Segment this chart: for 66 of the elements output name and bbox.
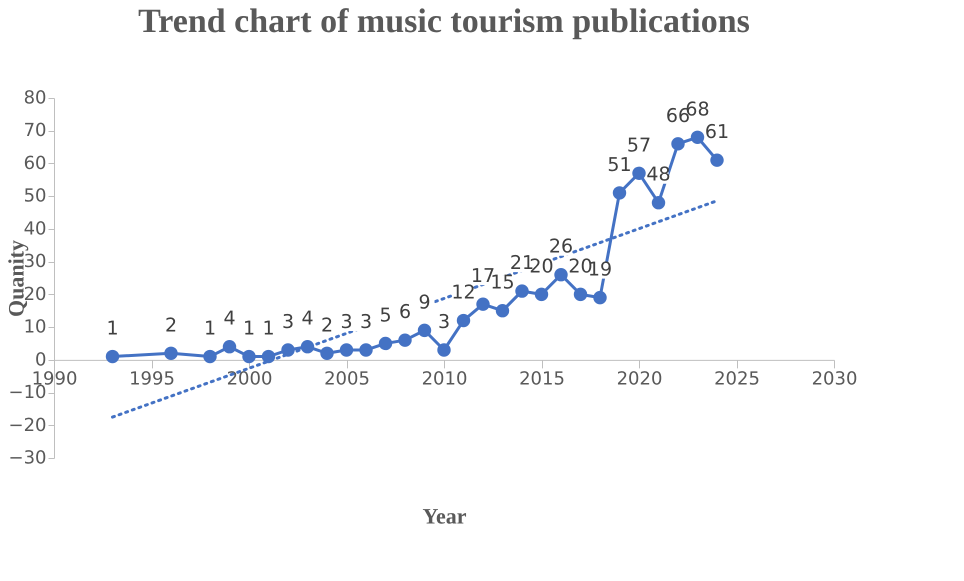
data-label: 1: [106, 318, 119, 340]
data-label: 12: [451, 282, 476, 304]
point: [320, 346, 334, 360]
x-tick-label: 1995: [129, 368, 175, 390]
point: [710, 153, 724, 167]
point: [437, 343, 451, 357]
point: [574, 288, 588, 302]
y-tick-label: −20: [8, 414, 46, 436]
y-tick-label: 10: [24, 316, 46, 338]
x-tick-label: 2015: [519, 368, 565, 390]
data-label: 61: [704, 121, 730, 144]
data-label: 3: [360, 311, 372, 333]
data-label: 5: [379, 304, 392, 326]
point: [690, 130, 704, 144]
point: [534, 288, 548, 302]
data-label: 1: [204, 318, 216, 340]
point: [554, 268, 568, 282]
point: [632, 166, 646, 180]
point: [593, 290, 607, 304]
point: [418, 324, 432, 338]
data-label: 48: [646, 164, 671, 186]
point: [222, 340, 236, 354]
x-axis-title: Year: [422, 504, 467, 528]
x-tick-label: 2030: [812, 368, 858, 390]
point: [398, 333, 412, 347]
y-tick-label: 50: [24, 186, 46, 207]
point: [476, 297, 490, 311]
data-label: 4: [301, 308, 314, 330]
x-tick-label: 2025: [714, 368, 760, 390]
x-tick-label: 2020: [616, 368, 662, 390]
chart-title: Trend chart of music tourism publications: [138, 3, 750, 40]
data-label: 51: [607, 154, 632, 176]
point: [652, 196, 666, 210]
x-tick-label: 2010: [422, 368, 468, 390]
point: [612, 186, 626, 200]
x-tick-label: 2000: [226, 368, 272, 390]
data-label: 2: [320, 314, 334, 336]
point: [456, 314, 470, 328]
data-label: 4: [223, 308, 236, 330]
data-label: 57: [626, 134, 652, 156]
point: [496, 304, 510, 318]
point: [340, 343, 354, 357]
y-tick-label: 60: [24, 152, 46, 174]
x-tick-label: 2005: [324, 368, 370, 390]
y-tick-label: 0: [35, 349, 46, 370]
point: [203, 350, 217, 364]
y-tick-label: 80: [24, 88, 46, 108]
y-tick-label: 40: [24, 218, 46, 240]
point: [106, 350, 120, 364]
point: [242, 350, 256, 364]
data-label: 3: [282, 311, 294, 333]
data-label: 26: [548, 236, 574, 258]
y-tick-label: 70: [24, 120, 46, 142]
data-label: 9: [418, 291, 431, 314]
point: [164, 346, 178, 360]
data-label: 2: [164, 314, 178, 336]
data-label: 1: [262, 318, 275, 340]
point: [359, 343, 373, 357]
data-label: 6: [398, 301, 412, 324]
point: [515, 284, 529, 298]
y-tick-label: −30: [8, 448, 46, 468]
point: [378, 336, 392, 350]
data-label: 3: [340, 311, 353, 333]
point: [671, 137, 685, 151]
data-label: 3: [438, 311, 450, 333]
data-label: 1: [242, 318, 256, 340]
